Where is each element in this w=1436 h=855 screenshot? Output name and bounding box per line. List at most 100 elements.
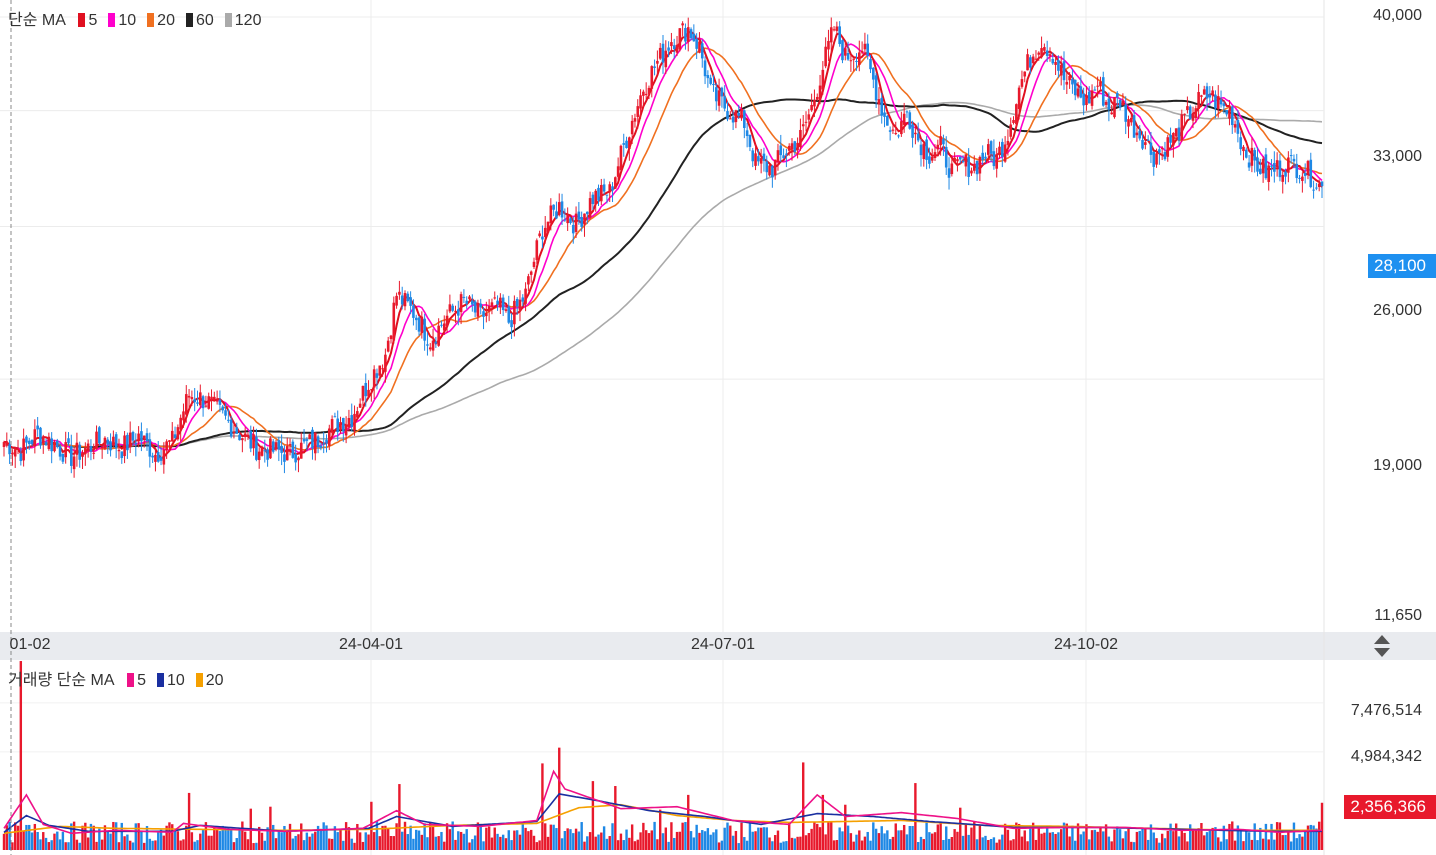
volume-bar bbox=[162, 835, 166, 850]
candle-body bbox=[473, 301, 477, 313]
volume-bar bbox=[19, 661, 23, 850]
volume-bar bbox=[1295, 838, 1298, 850]
volume-bar bbox=[154, 840, 157, 850]
candle-body bbox=[995, 154, 999, 169]
volume-bar bbox=[42, 832, 45, 850]
candle-body bbox=[580, 217, 583, 227]
volume-bar bbox=[546, 836, 550, 850]
volume-bar bbox=[386, 828, 390, 850]
volume-bar bbox=[793, 838, 796, 850]
candle-body bbox=[1295, 163, 1299, 179]
candle-body bbox=[1275, 160, 1279, 168]
candle-body bbox=[173, 434, 177, 438]
volume-bar bbox=[588, 832, 592, 850]
volume-bar bbox=[973, 821, 976, 850]
candle-body bbox=[765, 161, 769, 173]
volume-bar bbox=[771, 841, 774, 850]
candle-body bbox=[841, 40, 844, 61]
volume-bar bbox=[302, 840, 306, 850]
volume-bar bbox=[471, 839, 474, 850]
candle-body bbox=[1152, 151, 1156, 167]
candle-body bbox=[159, 456, 163, 461]
volume-bar bbox=[347, 827, 351, 850]
volume-bar bbox=[886, 830, 889, 850]
candle-body bbox=[1230, 106, 1234, 126]
candle-body bbox=[1301, 176, 1304, 181]
volume-bar bbox=[757, 827, 760, 850]
candle-body bbox=[86, 443, 90, 450]
candle-body bbox=[678, 28, 682, 50]
volume-bar bbox=[970, 827, 973, 850]
candle-body bbox=[779, 145, 783, 156]
volume-bar bbox=[86, 837, 90, 850]
volume-bar bbox=[238, 829, 241, 850]
candle-body bbox=[204, 405, 208, 407]
candle-body bbox=[846, 53, 850, 60]
candle-body bbox=[384, 354, 387, 372]
candle-body bbox=[689, 29, 693, 39]
candle-body bbox=[313, 432, 317, 454]
candle-body bbox=[58, 446, 62, 457]
candle-body bbox=[555, 211, 558, 219]
candle-body bbox=[549, 205, 553, 224]
candle-body bbox=[100, 446, 104, 449]
volume-legend-title: 거래량 단순 MA bbox=[8, 672, 114, 689]
volume-bar bbox=[745, 840, 749, 850]
volume-bar bbox=[190, 832, 194, 850]
volume-bar bbox=[897, 830, 900, 850]
volume-bar bbox=[922, 839, 925, 850]
candle-body bbox=[1205, 86, 1209, 99]
candle-body bbox=[218, 399, 222, 405]
volume-bar bbox=[1306, 825, 1310, 850]
volume-bar bbox=[835, 840, 839, 850]
volume-bar bbox=[642, 822, 645, 850]
volume-bar bbox=[524, 827, 527, 850]
volume-bar bbox=[560, 838, 564, 850]
candle-body bbox=[330, 419, 334, 433]
candle-body bbox=[602, 184, 606, 192]
volume-bar bbox=[364, 832, 367, 850]
volume-bar bbox=[628, 837, 631, 850]
volume-bar bbox=[1060, 829, 1063, 850]
candle-body bbox=[801, 124, 805, 127]
candle-body bbox=[241, 438, 244, 441]
candle-body bbox=[521, 297, 525, 302]
candle-body bbox=[420, 316, 424, 334]
volume-bar bbox=[787, 822, 791, 850]
candle-body bbox=[114, 434, 118, 449]
candle-body bbox=[1034, 58, 1038, 60]
candle-body bbox=[67, 438, 70, 444]
volume-bar bbox=[1003, 823, 1007, 850]
volume-bar bbox=[168, 822, 171, 850]
candle-body bbox=[1183, 113, 1186, 115]
candle-body bbox=[916, 133, 920, 141]
candle-body bbox=[706, 75, 710, 79]
volume-ma-20-line bbox=[3, 803, 1322, 835]
candle-body bbox=[319, 445, 323, 448]
candle-body bbox=[647, 87, 651, 95]
candle-body bbox=[232, 431, 236, 434]
up-down-arrows-icon[interactable] bbox=[1370, 633, 1394, 659]
candle-body bbox=[849, 60, 853, 62]
volume-bar bbox=[978, 824, 982, 850]
volume-bar bbox=[1284, 834, 1287, 850]
volume-bar bbox=[319, 828, 323, 850]
candle-body bbox=[552, 204, 555, 210]
candle-body bbox=[89, 445, 93, 452]
candle-body bbox=[642, 91, 645, 96]
chart-scroll-arrows[interactable] bbox=[1370, 633, 1394, 659]
volume-bar bbox=[1127, 829, 1130, 850]
candle-body bbox=[198, 392, 202, 406]
candle-body bbox=[597, 187, 600, 201]
volume-bar bbox=[942, 839, 945, 850]
candle-body bbox=[479, 303, 483, 308]
candle-body bbox=[1101, 77, 1105, 106]
candle-body bbox=[1093, 89, 1097, 91]
candle-body bbox=[1289, 155, 1293, 157]
candle-body bbox=[566, 214, 569, 224]
volume-bar bbox=[297, 834, 300, 850]
volume-bar bbox=[1051, 832, 1054, 850]
candle-body bbox=[468, 296, 471, 300]
volume-bar bbox=[423, 823, 426, 850]
